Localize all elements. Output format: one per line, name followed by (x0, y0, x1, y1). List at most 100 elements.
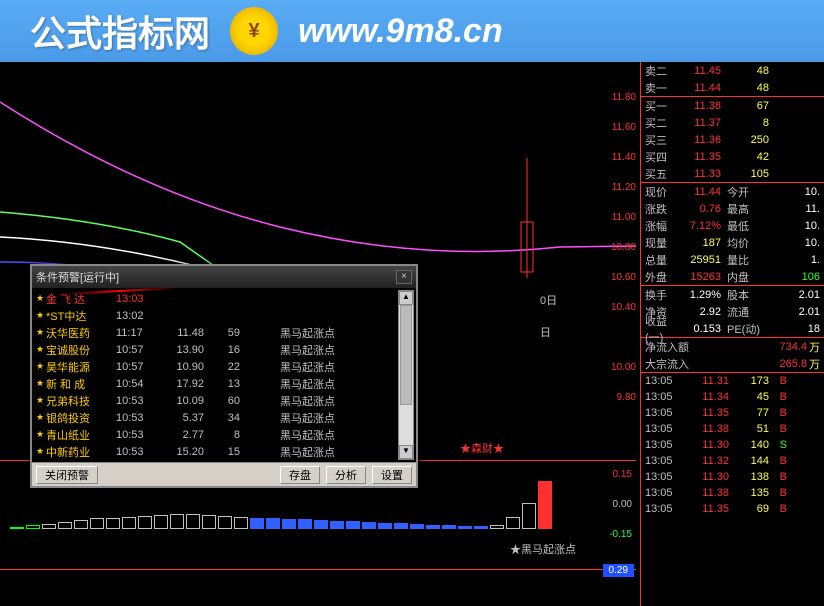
scroll-thumb[interactable] (400, 305, 412, 405)
alert-vol: 60 (204, 395, 240, 407)
alert-vol: 16 (204, 344, 240, 356)
alert-time: 10:57 (116, 361, 160, 373)
panel-row: 现价11.44今开10. (641, 183, 824, 200)
panel-row: 收益(一)0.153PE(动)18 (641, 320, 824, 337)
star-icon: ★ (36, 361, 46, 372)
stock-name: 银鸽投资 (46, 410, 116, 426)
alert-row[interactable]: ★银鸽投资10:535.3734黑马起涨点 (34, 409, 414, 426)
ts-time: 13:05 (645, 407, 685, 419)
ts-vol: 77 (733, 407, 769, 419)
alert-tag: 黑马起涨点 (280, 325, 335, 341)
y-tick: 10.60 (611, 272, 636, 283)
scrollbar[interactable]: ▲ ▼ (398, 290, 414, 460)
close-icon[interactable]: × (396, 270, 412, 284)
ts-vol: 144 (733, 455, 769, 467)
panel-row: 总量25951量比1. (641, 251, 824, 268)
scroll-up-icon[interactable]: ▲ (399, 291, 413, 305)
alert-row[interactable]: ★兄弟科技10:5310.0960黑马起涨点 (34, 392, 414, 409)
alert-time: 10:53 (116, 395, 160, 407)
alert-row[interactable]: ★*ST中达13:02 (34, 307, 414, 324)
y-tick: 11.60 (612, 122, 636, 133)
alert-price: 10.90 (160, 361, 204, 373)
alert-tag: 黑马起涨点 (280, 427, 335, 443)
flow-unit: 万 (809, 339, 820, 355)
stat-value: 0.153 (677, 323, 721, 335)
stat-value: 18 (759, 323, 820, 335)
alert-row[interactable]: ★中新药业10:5315.2015黑马起涨点 (34, 443, 414, 460)
banner: 公式指标网 ¥ www.9m8.cn (0, 0, 824, 62)
ts-dir: B (773, 455, 787, 467)
alert-dialog[interactable]: 条件预警[运行中] × ★金 飞 达13:03★*ST中达13:02★沃华医药1… (30, 264, 418, 488)
bid-price: 11.35 (677, 151, 721, 163)
dialog-titlebar[interactable]: 条件预警[运行中] × (32, 266, 416, 288)
alert-time: 10:53 (116, 429, 160, 441)
stat-label: 股本 (727, 287, 759, 303)
ts-vol: 140 (733, 439, 769, 451)
star-label: ★森财★ (460, 440, 504, 456)
alert-tag: 黑马起涨点 (280, 444, 335, 460)
stock-name: 沃华医药 (46, 325, 116, 341)
indicator-bar (42, 524, 56, 529)
stat-label: 现价 (645, 184, 677, 200)
star-icon: ★ (36, 412, 46, 423)
time-sales-row: 13:0511.30140S (641, 437, 824, 453)
indicator-bar (218, 516, 232, 529)
time-sales-row: 13:0511.3577B (641, 405, 824, 421)
y-axis: 11.8011.6011.4011.2011.0010.8010.6010.40… (600, 62, 640, 402)
alert-row[interactable]: ★宝诚股份10:5713.9016黑马起涨点 (34, 341, 414, 358)
alert-row[interactable]: ★沃华医药11:1711.4859黑马起涨点 (34, 324, 414, 341)
ts-price: 11.38 (685, 423, 729, 435)
alert-price: 13.90 (160, 344, 204, 356)
scroll-down-icon[interactable]: ▼ (399, 445, 413, 459)
y-tick: 11.80 (612, 92, 636, 103)
ts-price: 11.31 (685, 375, 729, 387)
indicator-y-tick: 0.15 (613, 469, 632, 480)
stat-label: 外盘 (645, 269, 677, 285)
save-button[interactable]: 存盘 (280, 466, 320, 484)
bid-vol: 67 (725, 100, 769, 112)
ts-price: 11.30 (685, 471, 729, 483)
ask-vol: 48 (725, 65, 769, 77)
indicator-bar (442, 525, 456, 529)
indicator-bar (58, 522, 72, 529)
alert-time: 10:54 (116, 378, 160, 390)
y-tick: 11.40 (612, 152, 636, 163)
ts-dir: B (773, 471, 787, 483)
analyze-button[interactable]: 分析 (326, 466, 366, 484)
alert-row[interactable]: ★昊华能源10:5710.9022黑马起涨点 (34, 358, 414, 375)
bid-vol: 8 (725, 117, 769, 129)
y-tick: 9.80 (617, 392, 636, 403)
indicator-bar (506, 517, 520, 529)
close-alert-button[interactable]: 关闭预警 (36, 466, 98, 484)
indicator-bar (10, 527, 24, 529)
indicator-bar (186, 514, 200, 529)
alert-tag: 黑马起涨点 (280, 393, 335, 409)
order-book-panel: 卖二11.4548卖一11.4448 买一11.3867买二11.378买三11… (640, 62, 824, 606)
time-sales-row: 13:0511.3569B (641, 501, 824, 517)
ask-price: 11.45 (677, 65, 721, 77)
alert-price: 15.20 (160, 446, 204, 458)
alert-vol: 59 (204, 327, 240, 339)
ts-dir: B (773, 407, 787, 419)
alert-row[interactable]: ★青山纸业10:532.778黑马起涨点 (34, 426, 414, 443)
stock-name: 兄弟科技 (46, 393, 116, 409)
ts-price: 11.34 (685, 391, 729, 403)
ts-time: 13:05 (645, 455, 685, 467)
stat-label: 换手 (645, 287, 677, 303)
indicator-bar (458, 526, 472, 529)
stat-value: 1. (759, 254, 820, 266)
settings-button[interactable]: 设置 (372, 466, 412, 484)
indicator-star-label: ★黑马起涨点 (510, 541, 576, 557)
alert-row[interactable]: ★新 和 成10:5417.9213黑马起涨点 (34, 375, 414, 392)
stat-value: 11.44 (677, 186, 721, 198)
star-icon: ★ (36, 395, 46, 406)
ts-time: 13:05 (645, 375, 685, 387)
ts-time: 13:05 (645, 439, 685, 451)
flow-unit: 万 (809, 356, 820, 372)
stat-value: 106 (759, 271, 820, 283)
ts-vol: 69 (733, 503, 769, 515)
y-tick: 10.80 (611, 242, 636, 253)
ts-vol: 173 (733, 375, 769, 387)
flow-label: 净流入额 (645, 339, 701, 355)
stock-name: 青山纸业 (46, 427, 116, 443)
